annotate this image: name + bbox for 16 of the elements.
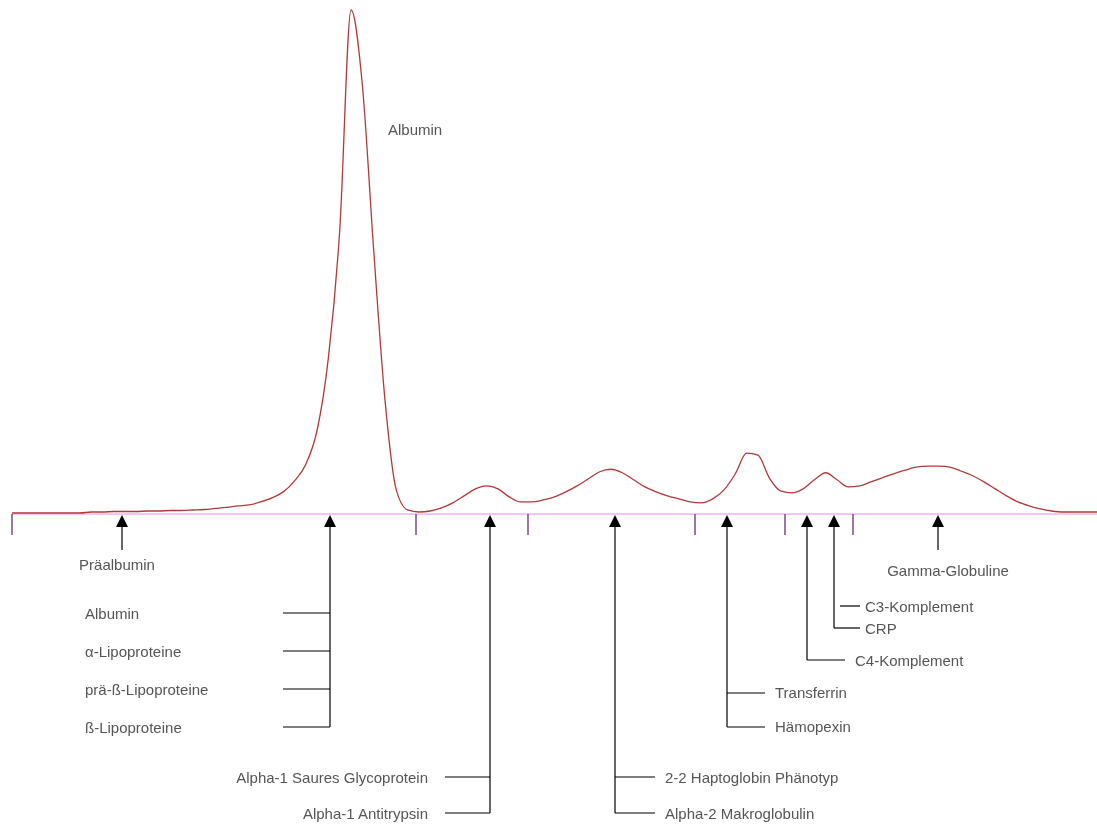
text: prä-ß-Lipoproteine (85, 681, 209, 698)
annotation: Albumin (388, 121, 443, 138)
text: Alpha-1 Saures Glycoprotein (236, 769, 428, 786)
text: CRP (865, 620, 897, 637)
text: 2-2 Haptoglobin Phänotyp (665, 769, 839, 786)
text: Präalbumin (79, 556, 155, 573)
text: Alpha-2 Makroglobulin (665, 805, 815, 822)
text: C4-Komplement (855, 652, 965, 669)
text: ß-Lipoproteine (85, 719, 182, 736)
text: Albumin (85, 605, 140, 622)
text: Transferrin (775, 684, 847, 701)
text: C3-Komplement (865, 598, 975, 615)
text: α-Lipoproteine (85, 643, 182, 660)
text: Gamma-Globuline (887, 562, 1009, 579)
text: Hämopexin (775, 718, 851, 735)
text: Alpha-1 Antitrypsin (302, 805, 428, 822)
